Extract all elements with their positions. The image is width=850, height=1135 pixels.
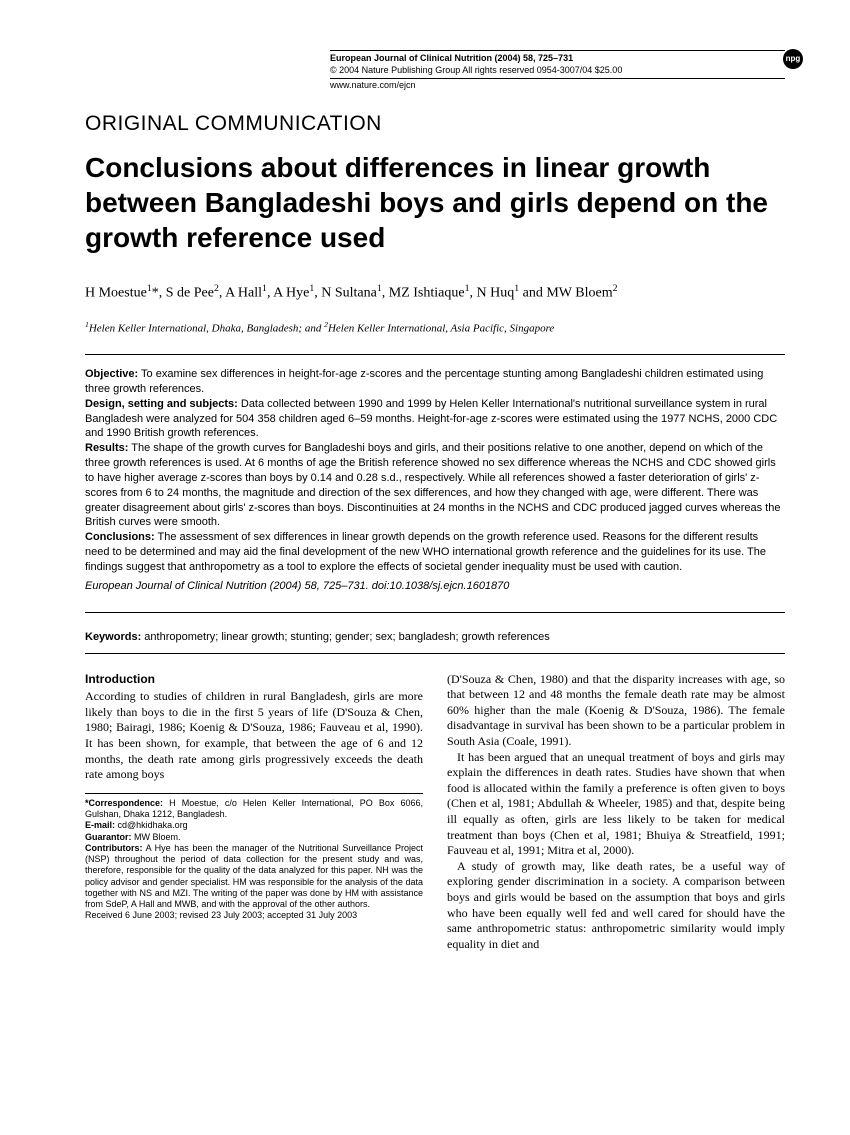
- correspondence: *Correspondence: H Moestue, c/o Helen Ke…: [85, 798, 423, 821]
- abstract: Objective: To examine sex differences in…: [85, 367, 785, 594]
- divider: [85, 612, 785, 613]
- divider: [85, 354, 785, 355]
- body-text: A study of growth may, like death rates,…: [447, 859, 785, 953]
- guarantor: Guarantor: MW Bloem.: [85, 832, 423, 843]
- abstract-design: Design, setting and subjects: Data colle…: [85, 397, 785, 442]
- authors: H Moestue1*, S de Pee2, A Hall1, A Hye1,…: [85, 283, 785, 302]
- journal-line: European Journal of Clinical Nutrition (…: [330, 53, 785, 65]
- journal-header: European Journal of Clinical Nutrition (…: [330, 50, 785, 79]
- abstract-results: Results: The shape of the growth curves …: [85, 441, 785, 530]
- contributors: Contributors: A Hye has been the manager…: [85, 843, 423, 911]
- page: European Journal of Clinical Nutrition (…: [0, 0, 850, 1002]
- footnote-separator: [85, 793, 423, 794]
- divider: [85, 653, 785, 654]
- footnote: *Correspondence: H Moestue, c/o Helen Ke…: [85, 798, 423, 922]
- body-text: According to studies of children in rura…: [85, 689, 423, 783]
- abstract-citation: European Journal of Clinical Nutrition (…: [85, 579, 785, 594]
- copyright-line: © 2004 Nature Publishing Group All right…: [330, 65, 785, 77]
- body-text: (D'Souza & Chen, 1980) and that the disp…: [447, 672, 785, 750]
- abstract-conclusions: Conclusions: The assessment of sex diffe…: [85, 530, 785, 575]
- email: E-mail: cd@hkidhaka.org: [85, 820, 423, 831]
- journal-url: www.nature.com/ejcn: [330, 79, 785, 90]
- intro-heading: Introduction: [85, 672, 423, 688]
- dates: Received 6 June 2003; revised 23 July 20…: [85, 910, 423, 921]
- section-label: ORIGINAL COMMUNICATION: [85, 112, 785, 136]
- article-title: Conclusions about differences in linear …: [85, 150, 785, 255]
- affiliations: 1Helen Keller International, Dhaka, Bang…: [85, 320, 785, 336]
- abstract-objective: Objective: To examine sex differences in…: [85, 367, 785, 397]
- column-left: Introduction According to studies of chi…: [85, 672, 423, 953]
- column-right: (D'Souza & Chen, 1980) and that the disp…: [447, 672, 785, 953]
- publisher-badge: npg: [783, 49, 803, 69]
- keywords: Keywords: anthropometry; linear growth; …: [85, 625, 785, 649]
- body-columns: Introduction According to studies of chi…: [85, 672, 785, 953]
- body-text: It has been argued that an unequal treat…: [447, 750, 785, 859]
